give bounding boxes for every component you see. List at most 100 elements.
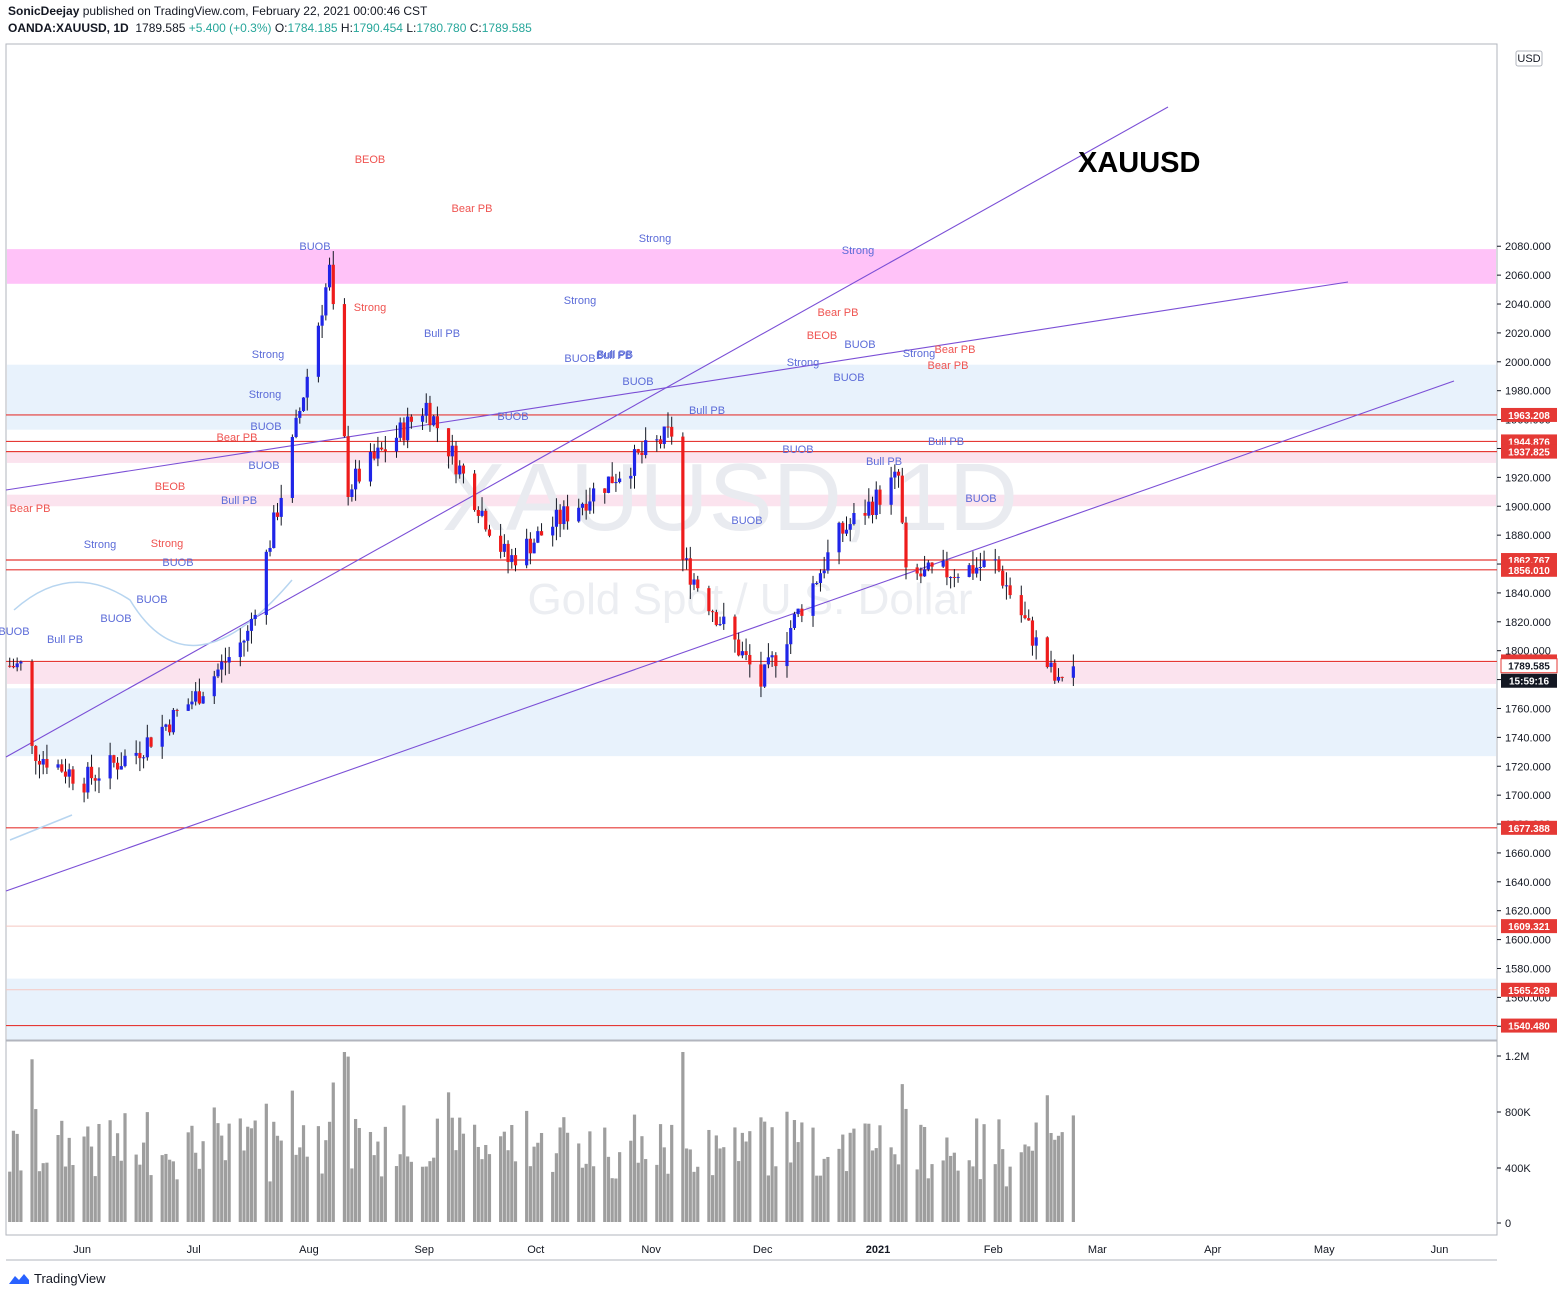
price-level-text: 1565.269 [1508, 986, 1550, 997]
open-label: O: [274, 21, 288, 35]
signal-label: Bear PB [935, 344, 976, 356]
signal-label: Bear PB [928, 360, 969, 372]
candle-body [837, 522, 841, 553]
author-name[interactable]: SonicDeejay [8, 4, 80, 18]
volume-bar [554, 1153, 559, 1222]
zone-band [7, 662, 1496, 684]
volume-bar [428, 1161, 432, 1222]
volume-bar [406, 1156, 410, 1222]
signal-label: BUOB [965, 493, 996, 505]
candle-body [357, 468, 361, 482]
volume-bar [1008, 1166, 1012, 1222]
watermark-symbol: XAUUSD, 1D [442, 444, 1018, 551]
volume-bar [294, 1154, 298, 1222]
candle-body [692, 579, 696, 585]
candle-body [279, 497, 283, 517]
volume-bar [513, 1161, 518, 1222]
volume-bar [975, 1118, 979, 1222]
candle-body [670, 426, 674, 437]
candle-body [138, 752, 142, 759]
candle-body [1019, 595, 1023, 616]
candle-body [502, 543, 506, 552]
y-tick-label: 2040.000 [1505, 299, 1551, 311]
volume-bar [506, 1150, 510, 1222]
footer-brand[interactable]: TradingView [8, 1271, 106, 1286]
candle-body [424, 402, 428, 416]
time-axis[interactable]: Jun Jul Aug Sep Oct Nov Dec 2021 Feb Mar Apr May Jun [73, 1244, 1448, 1256]
volume-bar [688, 1149, 692, 1222]
volume-bar [696, 1166, 700, 1222]
signal-label: Strong [842, 245, 874, 257]
candle-body [93, 778, 97, 781]
price-level-tag [1501, 1018, 1557, 1033]
symbol-label[interactable]: OANDA:XAUUSD, 1D [8, 21, 129, 35]
volume-bar [658, 1124, 663, 1222]
signal-label: Bull PB [928, 436, 964, 448]
volume-bar [346, 1056, 350, 1222]
price-axis[interactable]: 1540.0001560.0001580.0001600.0001620.000… [1497, 50, 1551, 1033]
volume-bar [502, 1131, 506, 1222]
volume-bar [748, 1131, 752, 1222]
candle-body [975, 567, 979, 574]
volume-bar [982, 1124, 986, 1222]
candle-body [815, 583, 819, 585]
volume-bar [889, 1147, 893, 1222]
candle-body [472, 473, 477, 510]
price-level-text: 1677.388 [1508, 824, 1550, 835]
volume-bar [67, 1137, 71, 1222]
candle-body [249, 618, 254, 631]
signal-label: BUOB [731, 515, 762, 527]
volume-bar [298, 1147, 302, 1222]
candle-body [346, 436, 350, 497]
volume-bar [305, 1156, 309, 1222]
candle-body [978, 567, 982, 569]
candle-body [952, 576, 956, 578]
signal-label: Bull PB [221, 495, 257, 507]
volume-bar [168, 1159, 172, 1222]
volume-bar [952, 1152, 956, 1222]
candle-body [1049, 662, 1053, 667]
grid-layer [5, 43, 1498, 1261]
y-tick-label: 1820.000 [1505, 617, 1551, 629]
zone-band [7, 494, 1496, 507]
signal-label: BUOB [299, 241, 330, 253]
price-level-tag [1501, 982, 1557, 997]
volume-bar [201, 1141, 205, 1222]
candle-body [718, 624, 722, 626]
candle-body [1030, 620, 1035, 646]
price-level-tag [1501, 407, 1557, 422]
volume-bar [454, 1150, 458, 1222]
x-tick-label: Jun [73, 1244, 91, 1256]
volume-bar [632, 1114, 637, 1222]
volume-bar [785, 1111, 789, 1222]
candle-body [376, 447, 380, 459]
candle-body [696, 579, 700, 589]
currency-badge-box [1515, 50, 1543, 67]
volume-bar [164, 1153, 168, 1222]
volume-bar [275, 1135, 280, 1222]
candle-body [402, 422, 406, 441]
volume-bar [614, 1178, 618, 1222]
y-tick-label: 1720.000 [1505, 761, 1551, 773]
volume-bar [926, 1178, 930, 1222]
volume-bar [629, 1140, 633, 1222]
volume-bar [112, 1156, 116, 1222]
price-level-text: 1609.321 [1508, 922, 1550, 933]
candle-body [119, 766, 123, 770]
candle-body [844, 529, 849, 534]
volume-bar [357, 1127, 361, 1222]
candle-body [896, 471, 901, 476]
volume-tick-label: 400K [1505, 1163, 1531, 1175]
volume-bar [409, 1161, 413, 1222]
zone-band [7, 452, 1496, 463]
volume-bar [1071, 1115, 1075, 1222]
y-tick-label: 2000.000 [1505, 357, 1551, 369]
volume-bar [1027, 1146, 1031, 1222]
volume-bar [446, 1092, 451, 1222]
volume-bar [461, 1133, 466, 1222]
volume-bar [848, 1132, 852, 1222]
volume-bar [525, 1110, 529, 1222]
y-tick-label: 2020.000 [1505, 328, 1551, 340]
